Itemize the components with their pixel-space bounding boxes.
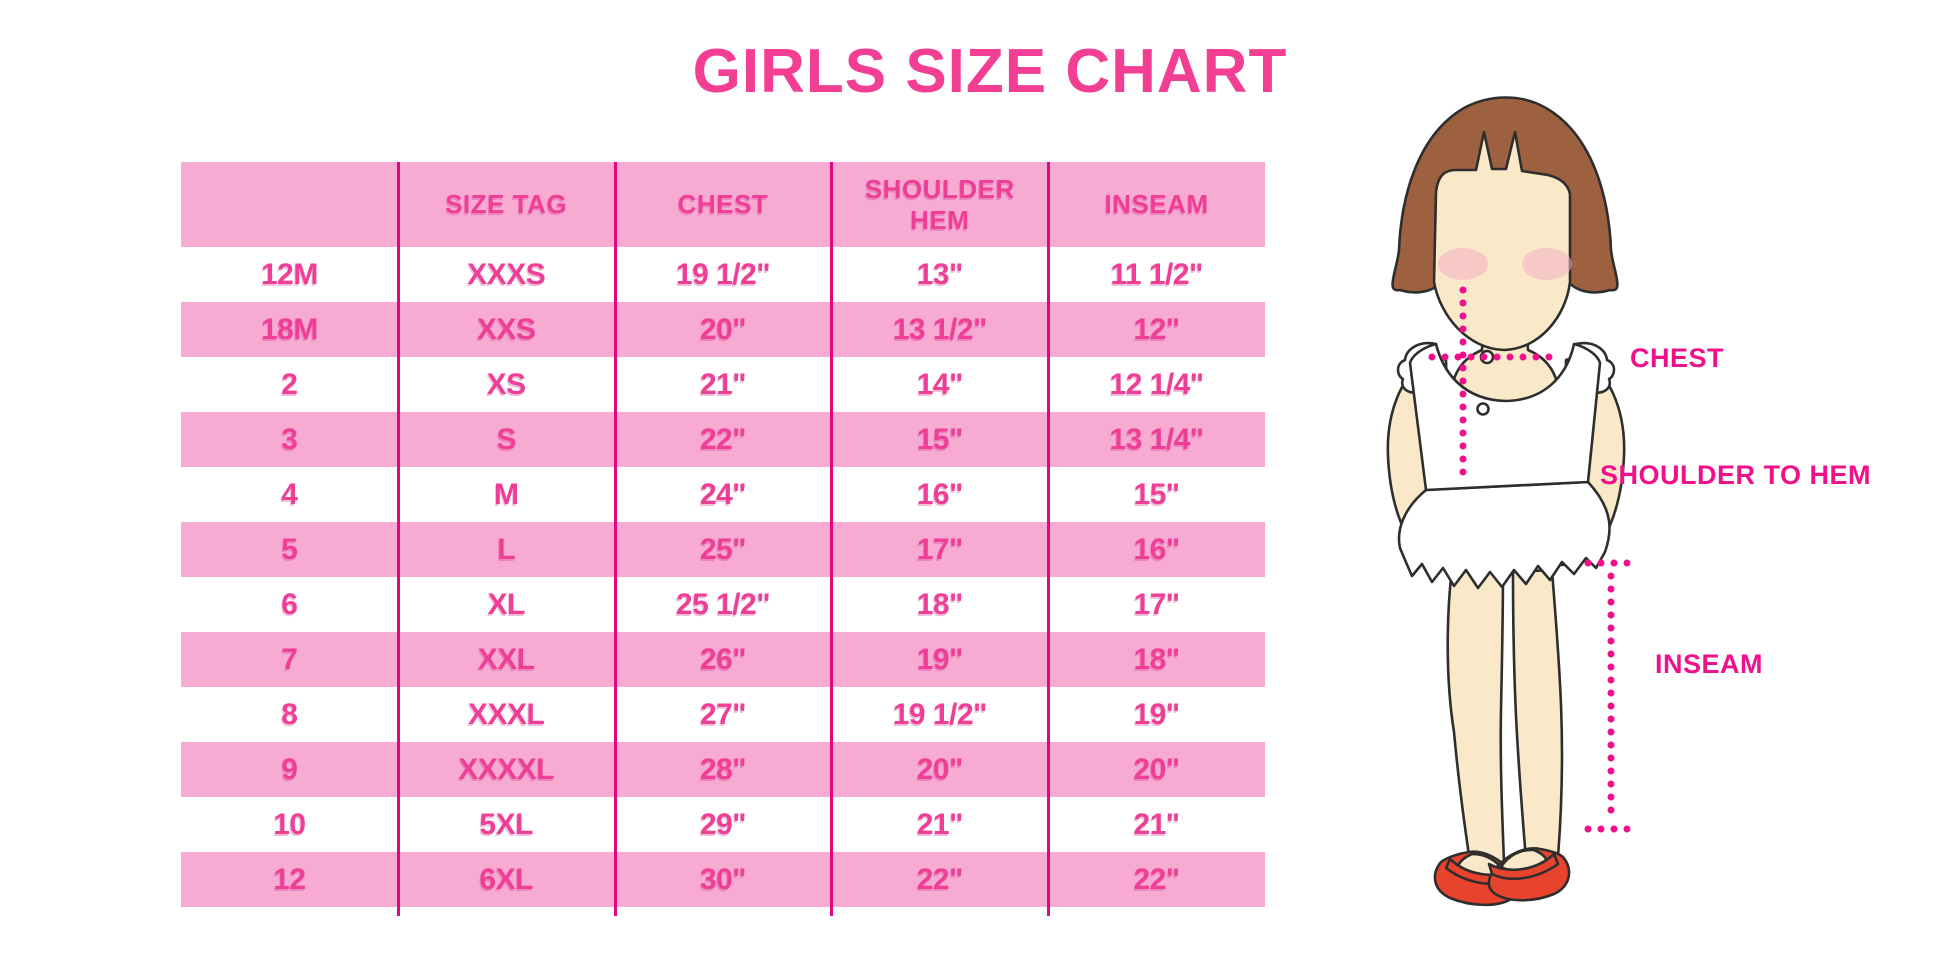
table-cell: 6 xyxy=(281,587,298,621)
header-cell-shoulder-hem: SHOULDER HEM xyxy=(831,162,1049,247)
table-row: 18M XXS 20" 13 1/2" 12" xyxy=(181,302,1265,357)
column-divider xyxy=(830,162,834,916)
table-cell: 13 1/4" xyxy=(1048,412,1265,467)
table-cell: 8 xyxy=(281,697,298,731)
table-cell: 15" xyxy=(831,412,1049,467)
table-row: 12 6XL 30" 22" 22" xyxy=(181,852,1265,907)
table-cell: XS xyxy=(486,367,527,401)
table-cell: 21" xyxy=(1133,807,1181,841)
table-row: 3 S 22" 15" 13 1/4" xyxy=(181,412,1265,467)
table-row: 5 L 25" 17" 16" xyxy=(181,522,1265,577)
table-row: 9 XXXXL 28" 20" 20" xyxy=(181,742,1265,797)
page-title: GIRLS SIZE CHART xyxy=(692,37,1288,106)
table-cell: XXXL xyxy=(468,697,545,731)
inseam-label: INSEAM xyxy=(1655,649,1763,679)
girl-measurement-illustration: CHEST SHOULDER TO HEM INSEAM xyxy=(1386,96,1871,907)
table-cell: L xyxy=(397,522,615,577)
column-divider xyxy=(613,162,617,916)
table-cell: 10 xyxy=(273,807,306,841)
table-cell: 16" xyxy=(1048,522,1265,577)
table-cell: 17" xyxy=(831,522,1049,577)
table-cell: 19 1/2" xyxy=(675,257,771,291)
table-cell: 27" xyxy=(699,697,747,731)
table-cell: 19" xyxy=(1133,697,1181,731)
table-cell: 25 1/2" xyxy=(675,587,771,621)
table-cell: 4 xyxy=(281,477,298,511)
table-cell: 30" xyxy=(614,852,832,907)
header-cell-chest: CHEST xyxy=(614,162,832,247)
header-cell-size-tag: SIZE TAG xyxy=(397,162,615,247)
table-cell: XXS xyxy=(397,302,615,357)
table-cell: 21" xyxy=(699,367,747,401)
table-cell: 12 xyxy=(181,852,398,907)
table-cell: 13 1/2" xyxy=(831,302,1049,357)
right-blush xyxy=(1522,248,1572,280)
button xyxy=(1476,402,1490,416)
table-cell: 20" xyxy=(614,302,832,357)
table-cell: XL xyxy=(487,587,526,621)
table-row: 4 M 24" 16" 15" xyxy=(181,467,1265,522)
header-cell-inseam: INSEAM xyxy=(1048,162,1265,247)
table-cell: 5 xyxy=(181,522,398,577)
header-cell-blank xyxy=(181,162,398,247)
table-cell: XXXXL xyxy=(397,742,615,797)
table-cell: 19 1/2" xyxy=(892,697,988,731)
column-divider xyxy=(1047,162,1051,916)
left-leg xyxy=(1446,566,1506,864)
table-cell: 11 1/2" xyxy=(1110,257,1203,291)
table-cell: 22" xyxy=(831,852,1049,907)
table-row: 12M XXXS 19 1/2" 13" 11 1/2" xyxy=(181,247,1265,302)
table-row: 8 XXXL 27" 19 1/2" 19" xyxy=(181,687,1265,742)
table-cell: 20" xyxy=(831,742,1049,797)
table-cell: XXXS xyxy=(467,257,546,291)
table-cell: 18M xyxy=(181,302,398,357)
column-divider xyxy=(396,162,400,916)
chest-label: CHEST xyxy=(1630,343,1724,373)
table-cell: 24" xyxy=(699,477,747,511)
table-cell: 7 xyxy=(181,632,398,687)
table-row: 6 XL 25 1/2" 18" 17" xyxy=(181,577,1265,632)
table-cell: 12M xyxy=(260,257,318,291)
table-cell: 14" xyxy=(916,367,964,401)
table-cell: 9 xyxy=(181,742,398,797)
table-cell: 17" xyxy=(1133,587,1181,621)
table-cell: 15" xyxy=(1133,477,1181,511)
table-cell: 18" xyxy=(916,587,964,621)
top-garment xyxy=(1408,342,1602,492)
table-cell: S xyxy=(397,412,615,467)
table-cell: 6XL xyxy=(397,852,615,907)
table-cell: 22" xyxy=(614,412,832,467)
table-cell: 20" xyxy=(1048,742,1265,797)
table-cell: 12 1/4" xyxy=(1109,367,1205,401)
table-header-row: SIZE TAG CHEST SHOULDER HEM INSEAM xyxy=(181,162,1265,247)
table-cell: 13" xyxy=(916,257,964,291)
table-cell: 29" xyxy=(699,807,747,841)
table-cell: 12" xyxy=(1048,302,1265,357)
table-row: 7 XXL 26" 19" 18" xyxy=(181,632,1265,687)
table-cell: 16" xyxy=(916,477,964,511)
table-row: 2 XS 21" 14" 12 1/4" xyxy=(181,357,1265,412)
face xyxy=(1432,130,1572,352)
table-cell: 26" xyxy=(614,632,832,687)
table-cell: 18" xyxy=(1048,632,1265,687)
table-cell: 5XL xyxy=(479,807,533,841)
table-cell: 2 xyxy=(281,367,298,401)
table-row: 10 5XL 29" 21" 21" xyxy=(181,797,1265,852)
shoulder-to-hem-label: SHOULDER TO HEM xyxy=(1600,460,1871,490)
table-cell: 28" xyxy=(614,742,832,797)
table-cell: 3 xyxy=(181,412,398,467)
table-cell: M xyxy=(493,477,519,511)
left-blush xyxy=(1438,248,1488,280)
table-cell: 21" xyxy=(916,807,964,841)
table-cell: XXL xyxy=(397,632,615,687)
right-shoe xyxy=(1487,847,1571,902)
table-cell: 19" xyxy=(831,632,1049,687)
table-cell: 22" xyxy=(1048,852,1265,907)
right-leg xyxy=(1511,568,1564,862)
table-cell: 25" xyxy=(614,522,832,577)
size-chart-table: SIZE TAG CHEST SHOULDER HEM INSEAM 12M XX… xyxy=(181,162,1265,916)
ruffle-skirt xyxy=(1397,480,1611,590)
